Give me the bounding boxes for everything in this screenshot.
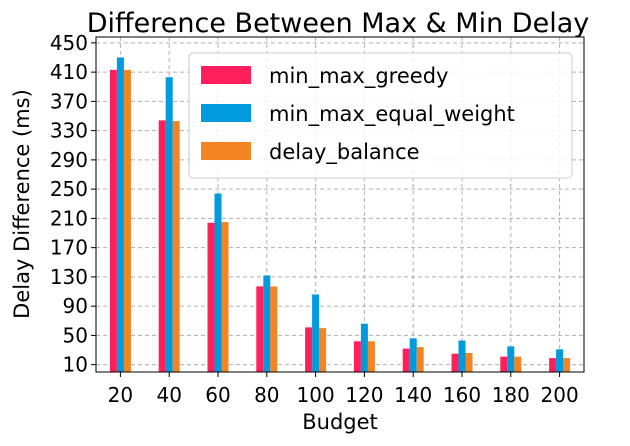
bars [109,57,571,373]
x-tick-label: 40 [156,383,181,407]
bar-min-max-equal-weight-60 [214,193,222,372]
bar-min-max-greedy-140 [402,348,410,372]
bar-delay-balance-160 [465,352,473,372]
y-tick-label: 130 [50,265,88,289]
x-tick-label: 60 [205,383,230,407]
bar-delay-balance-80 [270,286,278,372]
bar-min-max-equal-weight-200 [556,349,564,372]
x-tick-label: 200 [541,383,579,407]
legend-label: min_max_equal_weight [269,102,515,127]
bar-delay-balance-100 [319,328,327,372]
bar-min-max-equal-weight-40 [165,77,173,373]
y-tick-label: 370 [50,89,88,113]
x-tick-label: 140 [394,383,432,407]
tick-labels: 10 50 90 130 170 210 250 290 330 370 410 450 20 40 60 8… [50,31,579,407]
bar-min-max-equal-weight-180 [507,346,515,372]
plot-frame [95,36,585,373]
bar-min-max-greedy-60 [207,222,215,372]
bar-min-max-greedy-40 [158,120,166,372]
bar-min-max-greedy-100 [305,327,313,372]
bar-min-max-equal-weight-80 [263,275,271,372]
x-tick-label: 160 [443,383,481,407]
bar-delay-balance-120 [367,341,375,372]
y-tick-label: 50 [63,323,88,347]
legend-swatch [201,66,251,84]
legend-swatch [201,142,251,160]
chart-title: Difference Between Max & Min Delay [87,8,589,39]
y-tick-label: 330 [50,119,88,143]
y-tick-label: 10 [63,353,88,377]
bar-min-max-greedy-160 [451,353,459,372]
y-tick-label: 170 [50,236,88,260]
bar-min-max-greedy-180 [500,356,508,372]
y-tick-label: 250 [50,177,88,201]
legend: min_max_greedy min_max_equal_weight delay_… [188,52,573,179]
bar-delay-balance-140 [416,347,424,372]
bar-delay-balance-200 [563,358,571,372]
x-tick-label: 80 [254,383,279,407]
bar-min-max-greedy-120 [353,341,361,372]
legend-label: delay_balance [269,140,420,165]
bar-delay-balance-20 [123,69,131,372]
x-axis-label: Budget [302,410,378,434]
y-axis-label: Delay Difference (ms) [10,89,34,319]
legend-swatch [201,104,251,122]
bar-delay-balance-60 [221,222,229,372]
x-tick-label: 120 [345,383,383,407]
bar-min-max-equal-weight-140 [409,338,417,372]
legend-box [188,52,573,179]
bar-min-max-greedy-200 [549,358,557,372]
y-tick-label: 90 [63,294,88,318]
y-tick-label: 290 [50,148,88,172]
y-tick-label: 410 [50,60,88,84]
bar-min-max-equal-weight-120 [360,323,368,372]
x-tick-label: 100 [297,383,335,407]
bar-min-max-equal-weight-100 [312,294,320,372]
bar-min-max-equal-weight-20 [116,57,124,373]
bar-delay-balance-40 [172,121,180,372]
bar-min-max-greedy-20 [109,69,117,372]
bar-min-max-equal-weight-160 [458,340,466,372]
bar-delay-balance-180 [514,356,522,372]
legend-label: min_max_greedy [269,64,448,89]
y-tick-label: 210 [50,206,88,230]
bar-min-max-greedy-80 [256,286,264,372]
x-tick-label: 20 [108,383,133,407]
y-tick-label: 450 [50,31,88,55]
x-tick-label: 180 [492,383,530,407]
